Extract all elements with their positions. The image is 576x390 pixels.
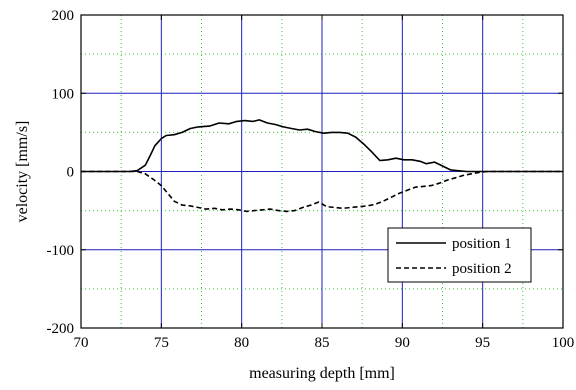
x-tick-label: 90 — [395, 335, 410, 351]
y-axis-label: velocity [mm/s] — [14, 121, 31, 223]
x-tick-label: 95 — [475, 335, 490, 351]
legend-label-position-1: position 1 — [452, 236, 512, 252]
x-tick-label: 70 — [74, 335, 89, 351]
legend-label-position-2: position 2 — [452, 261, 512, 277]
legend-box — [387, 227, 532, 283]
series-lines — [81, 119, 563, 213]
series-line-position-2 — [81, 170, 563, 213]
legend: position 1 position 2 — [387, 227, 532, 283]
x-axis-label: measuring depth [mm] — [249, 365, 395, 382]
y-tick-label: 100 — [52, 86, 75, 102]
x-tick-label: 80 — [234, 335, 249, 351]
y-tick-label: 0 — [67, 165, 75, 181]
x-tick-label: 100 — [552, 335, 575, 351]
series-line-position-1 — [81, 119, 563, 173]
y-tick-label: -200 — [47, 321, 75, 337]
y-tick-label: -100 — [47, 243, 75, 259]
y-axis-tick-labels: -200 -100 0 100 200 — [47, 8, 75, 337]
x-tick-label: 85 — [315, 335, 330, 351]
x-tick-label: 75 — [154, 335, 169, 351]
axis-ticks — [80, 14, 564, 329]
y-tick-label: 200 — [52, 8, 75, 24]
x-axis-tick-labels: 70 75 80 85 90 95 100 — [74, 335, 575, 351]
